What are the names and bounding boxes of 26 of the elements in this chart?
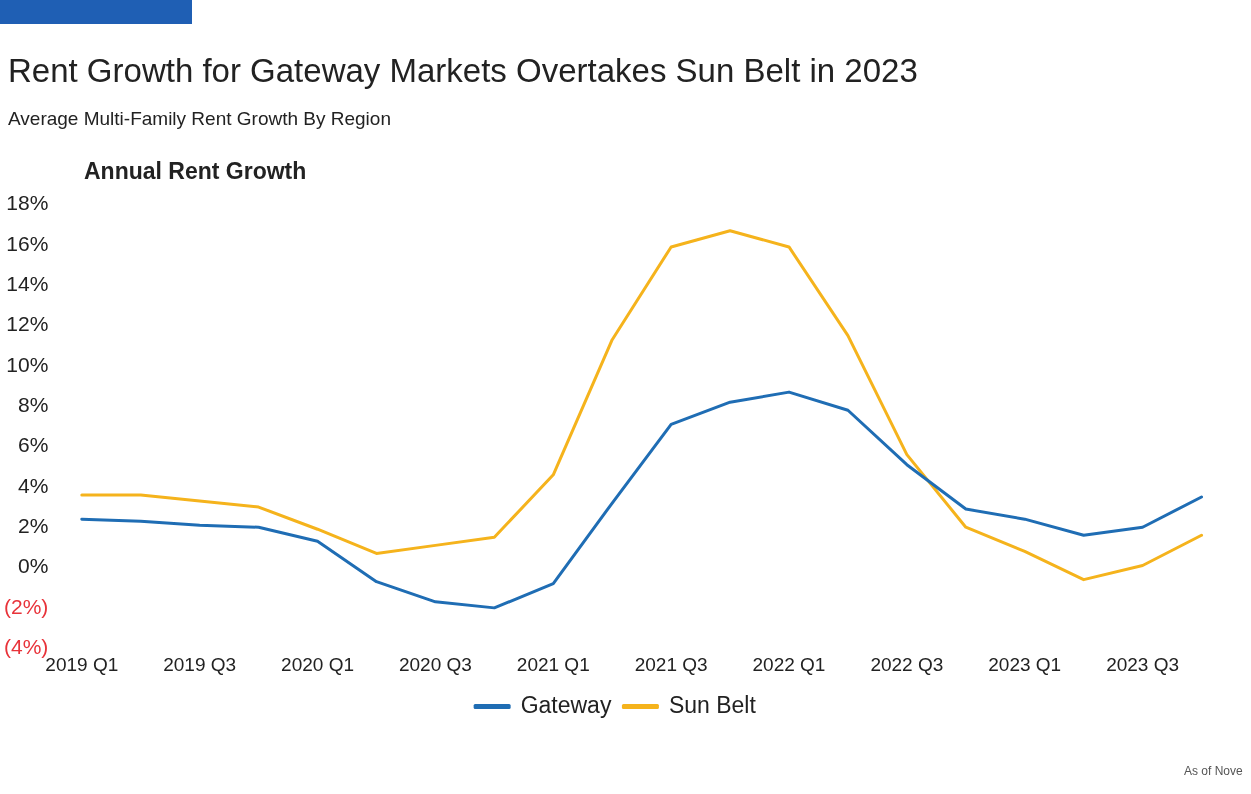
chart-title: Rent Growth for Gateway Markets Overtakes Sun Belt in 2023 (8, 52, 918, 90)
y-tick-label: 4% (17, 473, 49, 497)
y-tick-label: 16% (6, 231, 49, 255)
x-tick-label: 2023 Q3 (1106, 653, 1180, 675)
legend-label: Gateway (520, 691, 612, 718)
y-tick-label: 6% (17, 433, 49, 457)
legend-label: Sun Belt (668, 691, 757, 718)
x-tick-label: 2022 Q3 (870, 653, 944, 675)
x-tick-label: 2020 Q3 (398, 653, 472, 675)
x-tick-label: 2022 Q1 (752, 653, 826, 675)
y-tick-label: 12% (6, 312, 49, 336)
text: As of Nove (1184, 764, 1243, 778)
y-tick-label: 2% (17, 514, 49, 538)
x-tick-label: 2021 Q3 (634, 653, 708, 675)
y-tick-label: 8% (17, 393, 49, 417)
y-tick-label: 0% (17, 554, 49, 578)
y-tick-label: (2%) (3, 594, 49, 618)
y-tick-label: 10% (6, 352, 49, 376)
y-tick-label: 18% (6, 191, 49, 215)
x-tick-label: 2023 Q1 (988, 653, 1062, 675)
x-tick-label: 2020 Q1 (281, 653, 354, 675)
y-axis-title: Annual Rent Growth (84, 158, 307, 185)
x-tick-label: 2021 Q1 (516, 653, 590, 675)
chart-subtitle: Average Multi-Family Rent Growth By Region (8, 108, 391, 130)
y-tick-label: 14% (6, 272, 49, 296)
x-tick-label: 2019 Q3 (163, 653, 237, 675)
